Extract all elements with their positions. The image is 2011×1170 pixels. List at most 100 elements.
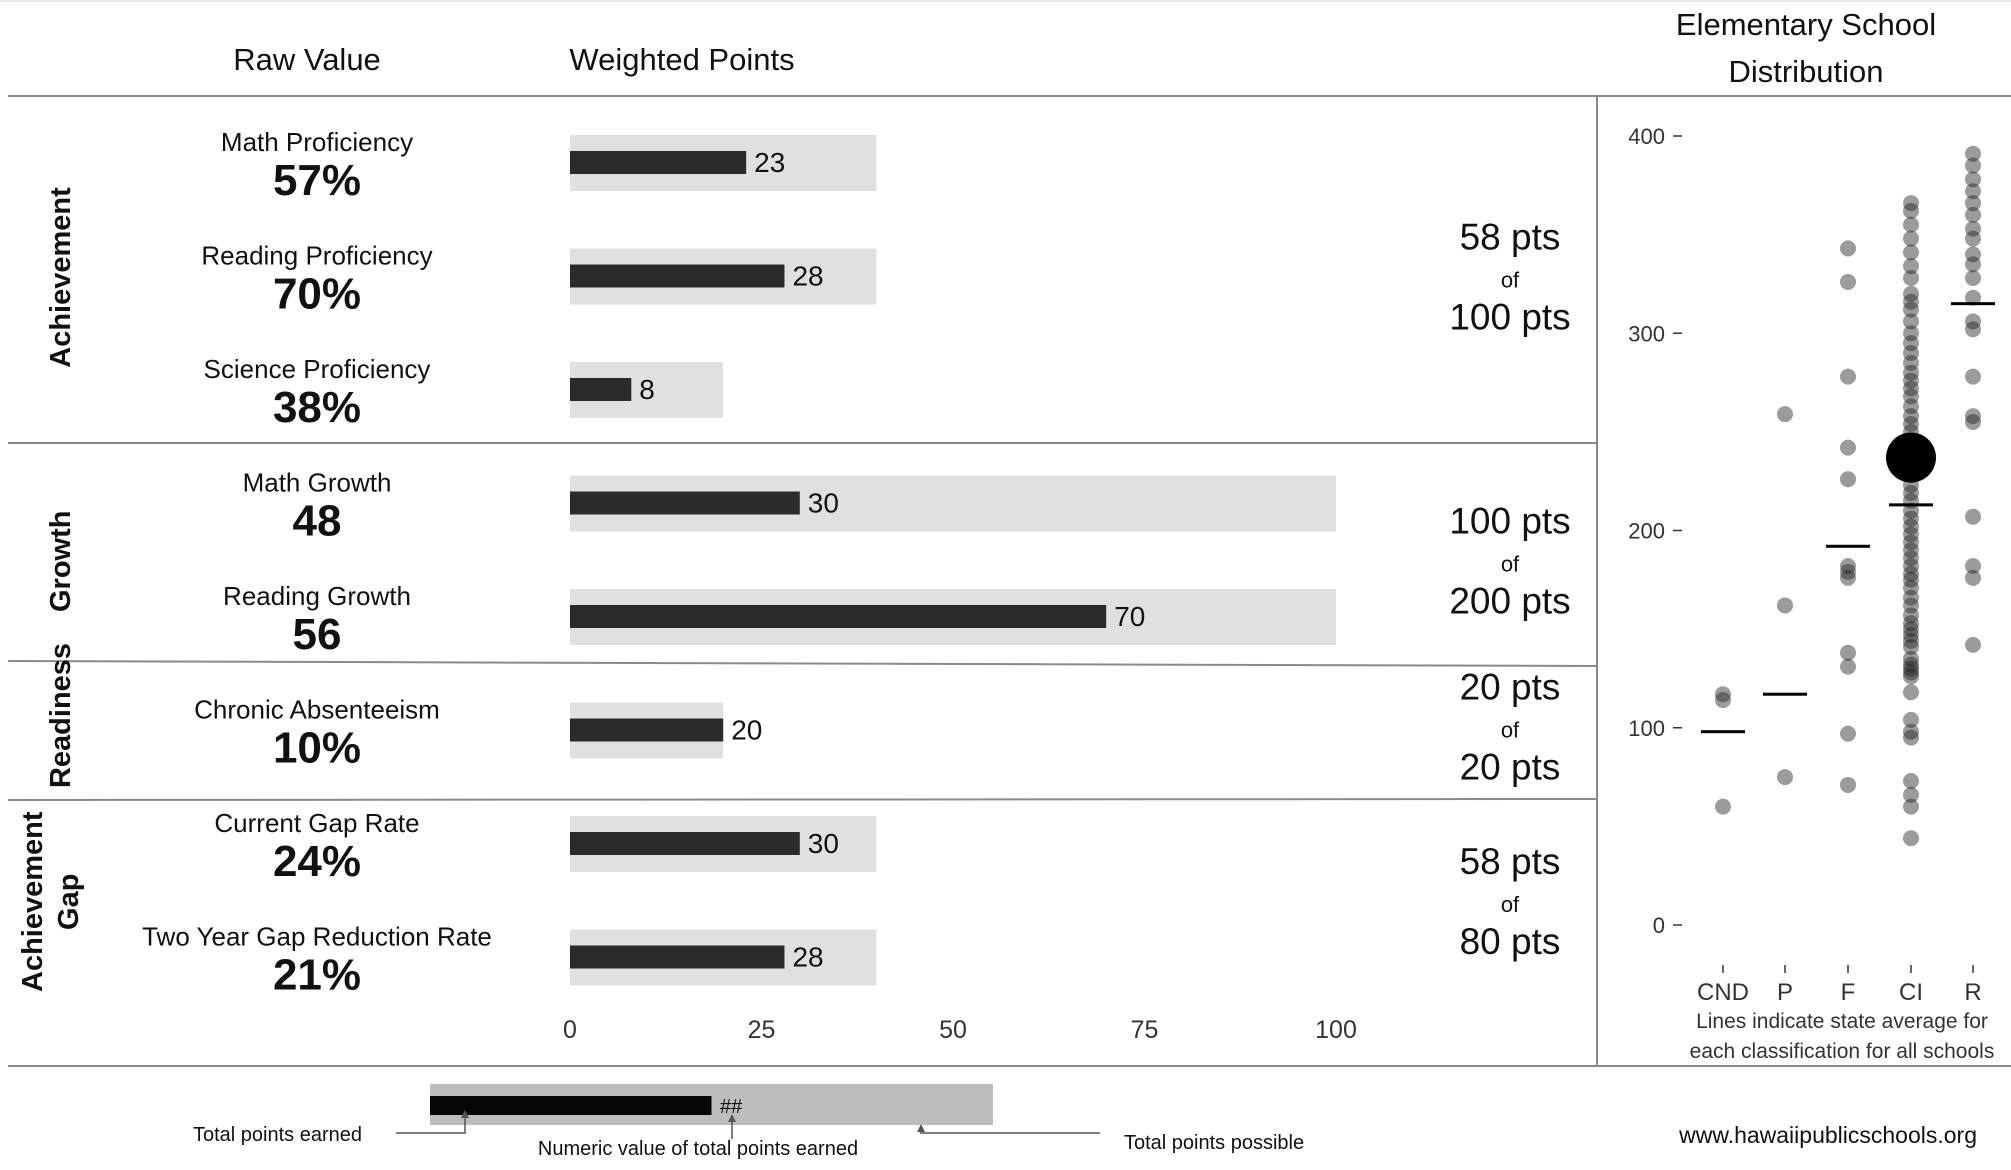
section-points-of: of (1501, 718, 1520, 743)
metric-raw-value: 57% (273, 156, 361, 205)
school-point (1965, 408, 1981, 425)
metric-raw-value: 10% (273, 724, 361, 773)
metric-label: Science Proficiency (204, 354, 431, 384)
earned-bar-label: 70 (1114, 601, 1145, 632)
school-point (1903, 684, 1919, 701)
school-point (1903, 301, 1919, 318)
school-point (1903, 656, 1919, 673)
school-point (1965, 145, 1981, 162)
school-point (1840, 368, 1856, 385)
school-point (1903, 558, 1919, 575)
school-point (1903, 542, 1919, 559)
points-axis: 0 25 50 75 100 (563, 1016, 1357, 1044)
earned-bar-label: 30 (808, 488, 839, 519)
metric-raw-value: 21% (273, 951, 361, 1000)
legend-earned-leader (396, 1114, 466, 1134)
section-points-earned: 100 pts (1449, 500, 1570, 541)
school-point (1903, 723, 1919, 740)
earned-bar-label: 8 (639, 374, 655, 405)
school-point (1903, 597, 1919, 614)
school-point (1777, 597, 1793, 614)
school-point (1903, 526, 1919, 543)
school-point (1903, 230, 1919, 247)
school-point (1777, 406, 1793, 423)
state-average-line (1951, 302, 1995, 306)
section-points-earned: 20 pts (1460, 667, 1561, 708)
earned-bar (570, 264, 785, 288)
metric-label: Chronic Absenteeism (194, 695, 440, 725)
school-point (1903, 502, 1919, 519)
section-points-of: of (1501, 268, 1520, 293)
legend-total-possible-text: Total points possible (1124, 1132, 1304, 1154)
metric-raw-value: 38% (273, 383, 361, 432)
metric-label: Math Proficiency (221, 127, 413, 157)
earned-bar (570, 945, 785, 969)
y-tick-label: 0 (1653, 913, 1665, 938)
school-point (1965, 183, 1981, 200)
website-url[interactable]: www.hawaiipublicschools.org (1678, 1122, 1977, 1148)
legend-earned-arrow (461, 1110, 469, 1118)
school-point (1903, 579, 1919, 596)
section-points-possible: 100 pts (1449, 297, 1570, 338)
school-point (1965, 206, 1981, 223)
school-point (1903, 615, 1919, 632)
school-point (1840, 240, 1856, 257)
x-tick-label: 75 (1131, 1016, 1159, 1044)
metric-label: Math Growth (243, 468, 392, 498)
school-point (1903, 668, 1919, 685)
weighted-points-header: Weighted Points (569, 42, 794, 77)
state-average-line (1889, 503, 1933, 507)
distribution-note: Lines indicate state average for (1696, 1010, 1988, 1033)
school-point (1903, 711, 1919, 728)
school-point (1903, 589, 1919, 606)
y-tick-label: 200 (1628, 519, 1665, 544)
school-point (1965, 270, 1981, 287)
school-point (1903, 607, 1919, 624)
school-point (1840, 558, 1856, 575)
legend-earned-bar (430, 1096, 712, 1115)
section-divider (7, 798, 1598, 801)
school-point (1840, 776, 1856, 793)
earned-bar (570, 832, 800, 855)
x-tick-label: 50 (939, 1016, 967, 1044)
school-point (1965, 414, 1981, 431)
school-point (1840, 563, 1856, 580)
school-point (1903, 415, 1919, 432)
school-point (1903, 216, 1919, 233)
distribution-plot: 0 100 200 300 400 CND P F CI R Lines indicate stat… (1628, 124, 1995, 1063)
legend-value-arrow (728, 1114, 736, 1122)
school-point (1903, 344, 1919, 361)
school-point (1903, 773, 1919, 790)
school-point (1903, 534, 1919, 551)
earned-bar-label: 20 (731, 715, 762, 746)
distribution-title-line2: Distribution (1728, 54, 1883, 89)
school-point (1840, 644, 1856, 661)
school-point (1715, 798, 1731, 815)
school-point (1903, 485, 1919, 502)
school-point (1965, 313, 1981, 330)
metric-label: Two Year Gap Reduction Rate (142, 922, 492, 952)
school-point (1903, 258, 1919, 275)
school-point (1903, 510, 1919, 527)
school-point (1903, 729, 1919, 746)
school-point (1903, 354, 1919, 371)
school-point (1903, 627, 1919, 644)
earned-bar-label: 30 (808, 828, 839, 859)
school-point (1903, 202, 1919, 219)
metric-label: Current Gap Rate (214, 808, 419, 838)
section-label-line: Growth (45, 511, 77, 613)
school-point (1715, 686, 1731, 703)
bar-legend: ## Total points earned Numeric value of … (193, 1084, 1304, 1160)
legend-possible-arrow (917, 1124, 925, 1132)
school-point (1903, 270, 1919, 287)
school-point (1903, 293, 1919, 310)
school-point (1903, 638, 1919, 655)
school-point (1965, 289, 1981, 306)
school-point (1965, 558, 1981, 575)
school-point (1903, 571, 1919, 588)
earned-bar-label: 28 (792, 261, 823, 292)
section-points-earned: 58 pts (1460, 841, 1561, 882)
